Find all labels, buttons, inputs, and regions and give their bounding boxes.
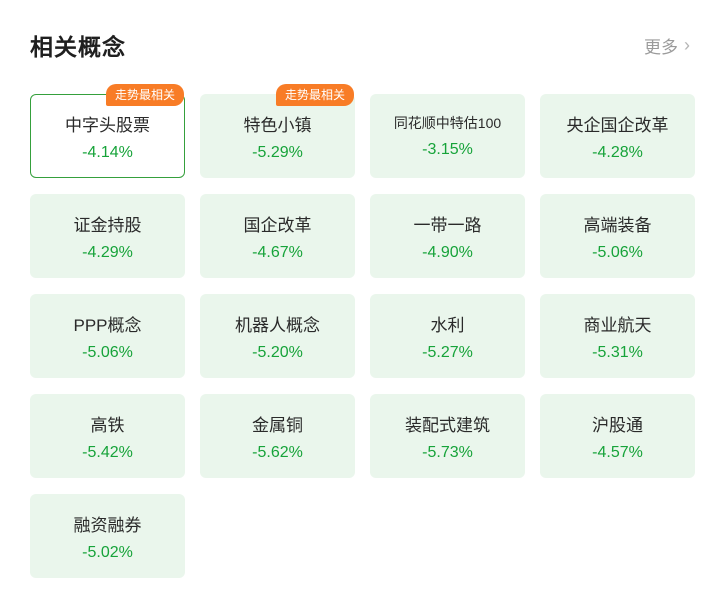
concept-name: 中字头股票 (65, 115, 150, 135)
concept-change: -5.29% (252, 143, 303, 161)
page-title: 相关概念 (30, 34, 126, 60)
concept-name: 国企改革 (243, 215, 312, 235)
concept-card-jiqiren[interactable]: 机器人概念 -5.20% (200, 294, 355, 378)
trend-most-related-badge: 走势最相关 (105, 84, 184, 106)
concept-change: -5.31% (592, 343, 643, 361)
concept-name: 水利 (430, 315, 465, 335)
concept-change: -5.62% (252, 443, 303, 461)
concept-name: 央企国企改革 (566, 115, 669, 135)
concept-name: 机器人概念 (235, 315, 320, 335)
concept-name: 同花顺中特估100 (393, 115, 502, 131)
concept-name: 高端装备 (583, 215, 652, 235)
panel-header: 相关概念 更多 › (0, 0, 720, 72)
concept-name: 沪股通 (592, 415, 643, 435)
more-link[interactable]: 更多 › (644, 33, 690, 58)
concept-card-jinshutong[interactable]: 金属铜 -5.62% (200, 394, 355, 478)
concept-card-zhongtegu100[interactable]: 同花顺中特估100 -3.15% (370, 94, 525, 178)
concept-change: -4.14% (82, 143, 133, 161)
concept-card-gaotie[interactable]: 高铁 -5.42% (30, 394, 185, 478)
concept-change: -5.06% (592, 243, 643, 261)
concept-change: -4.28% (592, 143, 643, 161)
concept-change: -5.73% (422, 443, 473, 461)
concept-card-ppp[interactable]: PPP概念 -5.06% (30, 294, 185, 378)
concept-grid: 走势最相关 中字头股票 -4.14% 走势最相关 特色小镇 -5.29% 同花顺… (0, 72, 720, 578)
concept-name: 证金持股 (73, 215, 142, 235)
concept-card-gaoduanzhuangbei[interactable]: 高端装备 -5.06% (540, 194, 695, 278)
concept-change: -5.42% (82, 443, 133, 461)
concept-change: -4.67% (252, 243, 303, 261)
concept-card-yidaiyilu[interactable]: 一带一路 -4.90% (370, 194, 525, 278)
concept-change: -3.15% (422, 141, 473, 158)
concept-card-shangyehangtian[interactable]: 商业航天 -5.31% (540, 294, 695, 378)
concept-card-zhuangpeishi[interactable]: 装配式建筑 -5.73% (370, 394, 525, 478)
concept-card-yangqigaige[interactable]: 央企国企改革 -4.28% (540, 94, 695, 178)
concept-card-zhongzitou[interactable]: 走势最相关 中字头股票 -4.14% (30, 84, 185, 178)
trend-most-related-badge: 走势最相关 (275, 84, 354, 106)
concept-name: 商业航天 (583, 315, 652, 335)
concept-change: -5.27% (422, 343, 473, 361)
concept-card-hugutong[interactable]: 沪股通 -4.57% (540, 394, 695, 478)
concept-name: 金属铜 (252, 415, 303, 435)
concept-name: 一带一路 (413, 215, 482, 235)
concept-change: -4.90% (422, 243, 473, 261)
concept-card-tesexiaozhen[interactable]: 走势最相关 特色小镇 -5.29% (200, 84, 355, 178)
more-label: 更多 (644, 37, 678, 57)
concept-change: -5.20% (252, 343, 303, 361)
concept-change: -4.57% (592, 443, 643, 461)
concept-name: 高铁 (90, 415, 125, 435)
chevron-right-icon: › (684, 34, 690, 55)
concept-card-zhengjinchigu[interactable]: 证金持股 -4.29% (30, 194, 185, 278)
concept-name: 特色小镇 (243, 115, 312, 135)
concept-card-shuili[interactable]: 水利 -5.27% (370, 294, 525, 378)
concept-change: -5.02% (82, 543, 133, 561)
concept-name: PPP概念 (73, 315, 142, 335)
concept-name: 装配式建筑 (405, 415, 490, 435)
concept-change: -4.29% (82, 243, 133, 261)
concept-change: -5.06% (82, 343, 133, 361)
concept-name: 融资融券 (73, 515, 142, 535)
concept-card-rongzirongquan[interactable]: 融资融券 -5.02% (30, 494, 185, 578)
concept-card-guoqigaige[interactable]: 国企改革 -4.67% (200, 194, 355, 278)
